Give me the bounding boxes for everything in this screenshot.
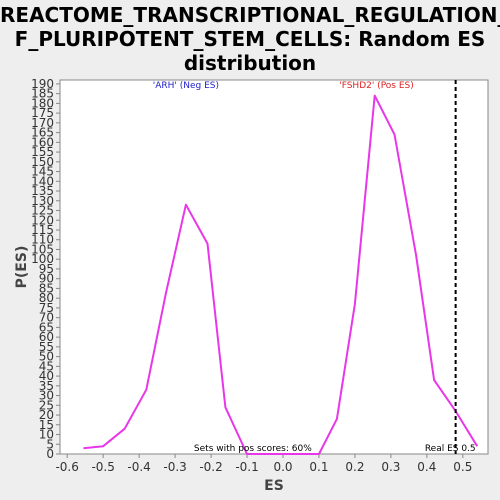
x-tick-label: -0.1 [235,460,258,474]
x-tick-label: -0.2 [199,460,222,474]
y-tick-label: 25 [39,398,54,412]
real-es-label: Real ES 0.5 [425,444,476,454]
y-tick-label: 130 [31,194,54,208]
y-tick-label: 30 [39,389,54,403]
x-axis-title: ES [264,478,284,494]
x-axis-ticks: -0.6 -0.5 -0.4 -0.3 -0.2 -0.1 0.0 0.1 0.2 0.3 0.4 0… [55,454,472,474]
pos-es-label: 'FSHD2' (Pos ES) [339,81,414,91]
title-line-1: REACTOME_TRANSCRIPTIONAL_REGULATION_O [0,3,500,27]
x-tick-label: -0.6 [55,460,78,474]
y-axis-title: P(ES) [14,246,30,289]
annotation-layer: 'ARH' (Neg ES) 'FSHD2' (Pos ES) Sets with … [153,81,476,454]
y-tick-label: 65 [39,320,54,334]
y-tick-label: 90 [39,272,54,286]
y-tick-label: 95 [39,262,54,276]
y-tick-label: 170 [31,116,54,130]
y-tick-label: 145 [31,165,54,179]
title-line-3: distribution [183,51,317,75]
y-tick-label: 160 [31,135,54,149]
x-tick-label: -0.4 [127,460,150,474]
y-tick-label: 185 [31,87,54,101]
y-tick-label: 50 [39,350,54,364]
y-tick-label: 135 [31,184,54,198]
title-line-2: F_PLURIPOTENT_STEM_CELLS: Random ES [14,27,486,51]
y-tick-label: 105 [31,242,54,256]
plot-area [59,79,489,455]
neg-es-label: 'ARH' (Neg ES) [153,81,219,91]
y-tick-label: 15 [39,418,54,432]
y-tick-label: 180 [31,96,54,110]
x-tick-label: -0.5 [91,460,114,474]
y-tick-label: 55 [39,340,54,354]
y-tick-label: 80 [39,291,54,305]
y-tick-label: 10 [39,428,54,442]
y-tick-label: 70 [39,311,54,325]
pos-scores-label: Sets with pos scores: 60% [194,444,312,454]
y-tick-label: 125 [31,204,54,218]
x-tick-label: 0.5 [453,460,472,474]
y-axis-ticks: 0510152025303540455055606570758085909510… [31,77,60,461]
y-tick-label: 40 [39,369,54,383]
y-tick-label: 0 [46,447,54,461]
y-tick-label: 155 [31,145,54,159]
y-tick-label: 85 [39,281,54,295]
y-tick-label: 5 [46,437,54,451]
x-tick-label: -0.3 [163,460,186,474]
x-tick-label: 0.1 [309,460,328,474]
es-distribution-line [83,94,479,455]
y-tick-label: 175 [31,106,54,120]
y-tick-label: 75 [39,301,54,315]
x-tick-label: 0.4 [417,460,436,474]
x-tick-label: 0.2 [345,460,364,474]
y-tick-label: 100 [31,252,54,266]
y-tick-label: 190 [31,77,54,91]
series-layer [83,94,479,455]
y-tick-label: 165 [31,126,54,140]
y-tick-label: 115 [31,223,54,237]
y-tick-label: 140 [31,174,54,188]
y-tick-label: 150 [31,155,54,169]
chart-title: REACTOME_TRANSCRIPTIONAL_REGULATION_O F_… [0,3,500,75]
y-tick-label: 45 [39,359,54,373]
y-tick-label: 110 [31,233,54,247]
y-tick-label: 35 [39,379,54,393]
x-tick-label: 0.3 [381,460,400,474]
y-tick-label: 20 [39,408,54,422]
y-tick-label: 120 [31,213,54,227]
x-tick-label: 0.0 [273,460,292,474]
y-tick-label: 60 [39,330,54,344]
